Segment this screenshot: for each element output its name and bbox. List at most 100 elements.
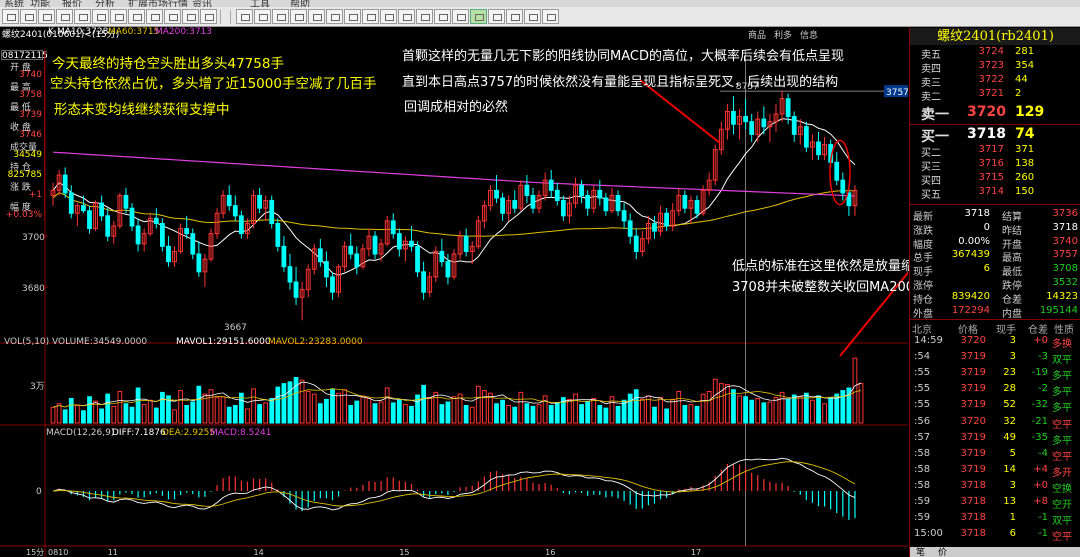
stat-value: 195144 <box>1039 304 1078 316</box>
candle-body <box>287 266 293 283</box>
candle-body <box>554 189 560 202</box>
menu-item[interactable]: 报价 <box>62 0 82 7</box>
volume-bar <box>226 406 232 424</box>
volume-bar <box>257 404 262 424</box>
toolbar-button[interactable] <box>380 9 397 24</box>
toolbar-button[interactable] <box>542 9 559 24</box>
ob-volume: 150 <box>1015 186 1035 197</box>
candle-body <box>184 228 190 235</box>
candle-body <box>621 210 627 222</box>
menu-item[interactable]: 资讯 <box>192 0 212 7</box>
volume-bar <box>421 384 427 424</box>
tick-price: 3718 <box>960 528 986 540</box>
toolbar-button[interactable] <box>398 9 415 24</box>
bottom-tab[interactable]: 价 <box>938 548 948 557</box>
toolbar-button[interactable] <box>326 9 343 24</box>
toolbar-button[interactable] <box>110 9 127 24</box>
toolbar-button[interactable] <box>164 9 181 24</box>
candle-body <box>117 194 123 227</box>
toolbar-button[interactable] <box>254 9 271 24</box>
toolbar-button[interactable] <box>20 9 37 24</box>
toolbar-button[interactable] <box>344 9 361 24</box>
candle-body <box>135 225 141 245</box>
candle-body <box>336 266 341 293</box>
volume-bar <box>500 399 505 424</box>
menu-item[interactable]: 功能 <box>30 0 50 7</box>
ma60-line <box>52 190 855 237</box>
toolbar-button[interactable] <box>200 9 217 24</box>
candle-body <box>433 250 439 278</box>
menu-item[interactable]: 系统 <box>4 0 24 7</box>
tick-position-change: +8 <box>1033 496 1048 507</box>
toolbar-button[interactable] <box>416 9 433 24</box>
volume-bar <box>567 398 572 424</box>
period-label: 15分 <box>26 548 44 557</box>
toolbar-button[interactable] <box>272 9 289 24</box>
tick-price: 3719 <box>960 431 986 443</box>
orderbook-buy-row: 买五 3714 150 <box>910 186 1080 201</box>
toolbar-button[interactable] <box>146 9 163 24</box>
header-tab[interactable]: 商品 <box>748 31 767 41</box>
toolbar-button[interactable] <box>506 9 523 24</box>
toolbar-button[interactable] <box>524 9 541 24</box>
volume-bar <box>111 405 117 424</box>
header-tab[interactable]: 信息 <box>800 31 819 41</box>
tick-price: 3718 <box>960 479 986 491</box>
volume-bar <box>761 402 767 424</box>
menu-item[interactable]: 扩展市场行情 <box>128 0 188 7</box>
tick-position-change: -35 <box>1031 431 1048 443</box>
tick-position-change: +4 <box>1033 463 1048 475</box>
toolbar-button[interactable] <box>488 9 505 24</box>
menu-item[interactable]: 工具 <box>250 0 270 7</box>
stat-label: 仓差 <box>1002 294 1022 306</box>
volume-bar <box>840 390 846 424</box>
toolbar-button[interactable] <box>56 9 73 24</box>
bottom-tab[interactable]: 笔 <box>916 548 926 557</box>
header-tab[interactable]: 利多 <box>774 31 793 41</box>
candle-body <box>293 281 299 298</box>
candle-body <box>129 207 135 227</box>
volume-bar <box>597 405 603 424</box>
candle-body <box>530 194 536 209</box>
toolbar-button[interactable] <box>236 9 253 24</box>
volume-bar <box>232 405 238 424</box>
info-id: 08172115 <box>1 50 48 61</box>
macd-zero-label: 0 <box>36 487 42 497</box>
toolbar-button[interactable] <box>182 9 199 24</box>
ob-volume: 281 <box>1015 46 1035 57</box>
toolbar-button[interactable] <box>452 9 469 24</box>
toolbar-button[interactable] <box>362 9 379 24</box>
toolbar-button[interactable] <box>74 9 91 24</box>
candle-body <box>220 194 226 214</box>
menu-item[interactable]: 帮助 <box>290 0 310 7</box>
volume-bar <box>475 385 481 424</box>
candle-body <box>172 250 177 263</box>
candle-body <box>208 233 214 260</box>
stat-row: 持仓 839420 仓差 14323 <box>910 291 1080 306</box>
stat-value: 172294 <box>951 304 990 316</box>
mavol1-value: MAVOL1:29151.6000 <box>176 337 271 347</box>
volume-bar <box>463 405 469 424</box>
toolbar-button[interactable] <box>92 9 109 24</box>
tick-price: 3719 <box>960 367 986 379</box>
vol-value: VOLUME:34549.0000 <box>52 337 147 347</box>
tick-type: 多平 <box>1052 403 1072 415</box>
candle-body <box>560 200 566 217</box>
toolbar-button[interactable] <box>290 9 307 24</box>
toolbar-button[interactable] <box>434 9 451 24</box>
toolbar-button[interactable] <box>470 9 487 24</box>
candle-body <box>330 276 335 293</box>
ticks-header: 北京 价格 现手 仓差 性质 <box>910 321 1080 336</box>
current-price-label: 3757 <box>886 88 908 98</box>
volume-bar <box>682 405 688 424</box>
volume-bar <box>99 408 105 424</box>
candle-body <box>646 222 651 240</box>
stat-value: 3718 <box>964 208 990 219</box>
toolbar-button[interactable] <box>308 9 325 24</box>
toolbar-button[interactable] <box>128 9 145 24</box>
volume-bar <box>785 398 791 424</box>
toolbar-button[interactable] <box>2 9 19 24</box>
toolbar-button[interactable] <box>38 9 55 24</box>
menu-item[interactable]: 分析 <box>95 0 115 7</box>
candle-body <box>627 220 633 237</box>
